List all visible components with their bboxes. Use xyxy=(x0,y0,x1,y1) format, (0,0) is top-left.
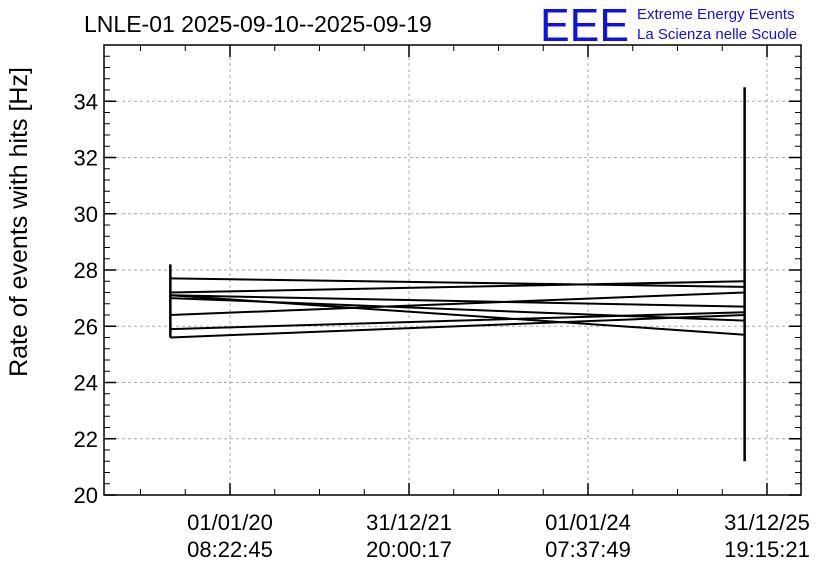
x-tick-label-time: 07:37:49 xyxy=(545,537,631,562)
plot-frame xyxy=(103,44,802,496)
errorbar-layer xyxy=(169,87,746,462)
series-line-8 xyxy=(170,294,745,336)
series-line-3 xyxy=(170,294,745,308)
y-tick-label: 32 xyxy=(74,146,98,171)
chart-title: LNLE-01 2025-09-10--2025-09-19 xyxy=(84,11,432,37)
y-tick-label: 22 xyxy=(74,427,98,452)
y-tick-label: 24 xyxy=(74,371,98,396)
eee-logo: EEE Extreme Energy Events La Scienza nel… xyxy=(540,0,797,51)
grid xyxy=(104,45,801,495)
y-axis-label: Rate of events with hits [Hz] xyxy=(5,67,33,377)
y-tick-label: 30 xyxy=(74,202,98,227)
series-line-7 xyxy=(170,314,745,339)
y-tick-label: 34 xyxy=(74,89,98,114)
logo-line-2: La Scienza nelle Scuole xyxy=(637,26,797,43)
x-tick-label-date: 31/12/21 xyxy=(366,510,452,535)
x-tick-label-date: 01/01/20 xyxy=(187,510,273,535)
y-tick-label: 26 xyxy=(74,314,98,339)
y-tick-label: 20 xyxy=(74,483,98,508)
x-tick-label-time: 19:15:21 xyxy=(724,537,810,562)
logo-letters: EEE xyxy=(540,0,629,51)
series-layer xyxy=(170,277,745,339)
y-tick-labels: 20 22 24 26 28 30 32 34 xyxy=(74,89,98,508)
major-ticks xyxy=(104,45,801,496)
series-line-2 xyxy=(170,280,745,294)
x-tick-label-date: 01/01/24 xyxy=(545,510,631,535)
y-tick-label: 28 xyxy=(74,258,98,283)
series-line-1 xyxy=(170,277,745,288)
logo-line-1: Extreme Energy Events xyxy=(637,6,795,23)
x-tick-label-date: 31/12/25 xyxy=(724,510,810,535)
x-tick-label-time: 20:00:17 xyxy=(366,537,452,562)
series-line-6 xyxy=(170,311,745,331)
x-tick-label-time: 08:22:45 xyxy=(187,537,273,562)
series-line-5 xyxy=(170,291,745,316)
